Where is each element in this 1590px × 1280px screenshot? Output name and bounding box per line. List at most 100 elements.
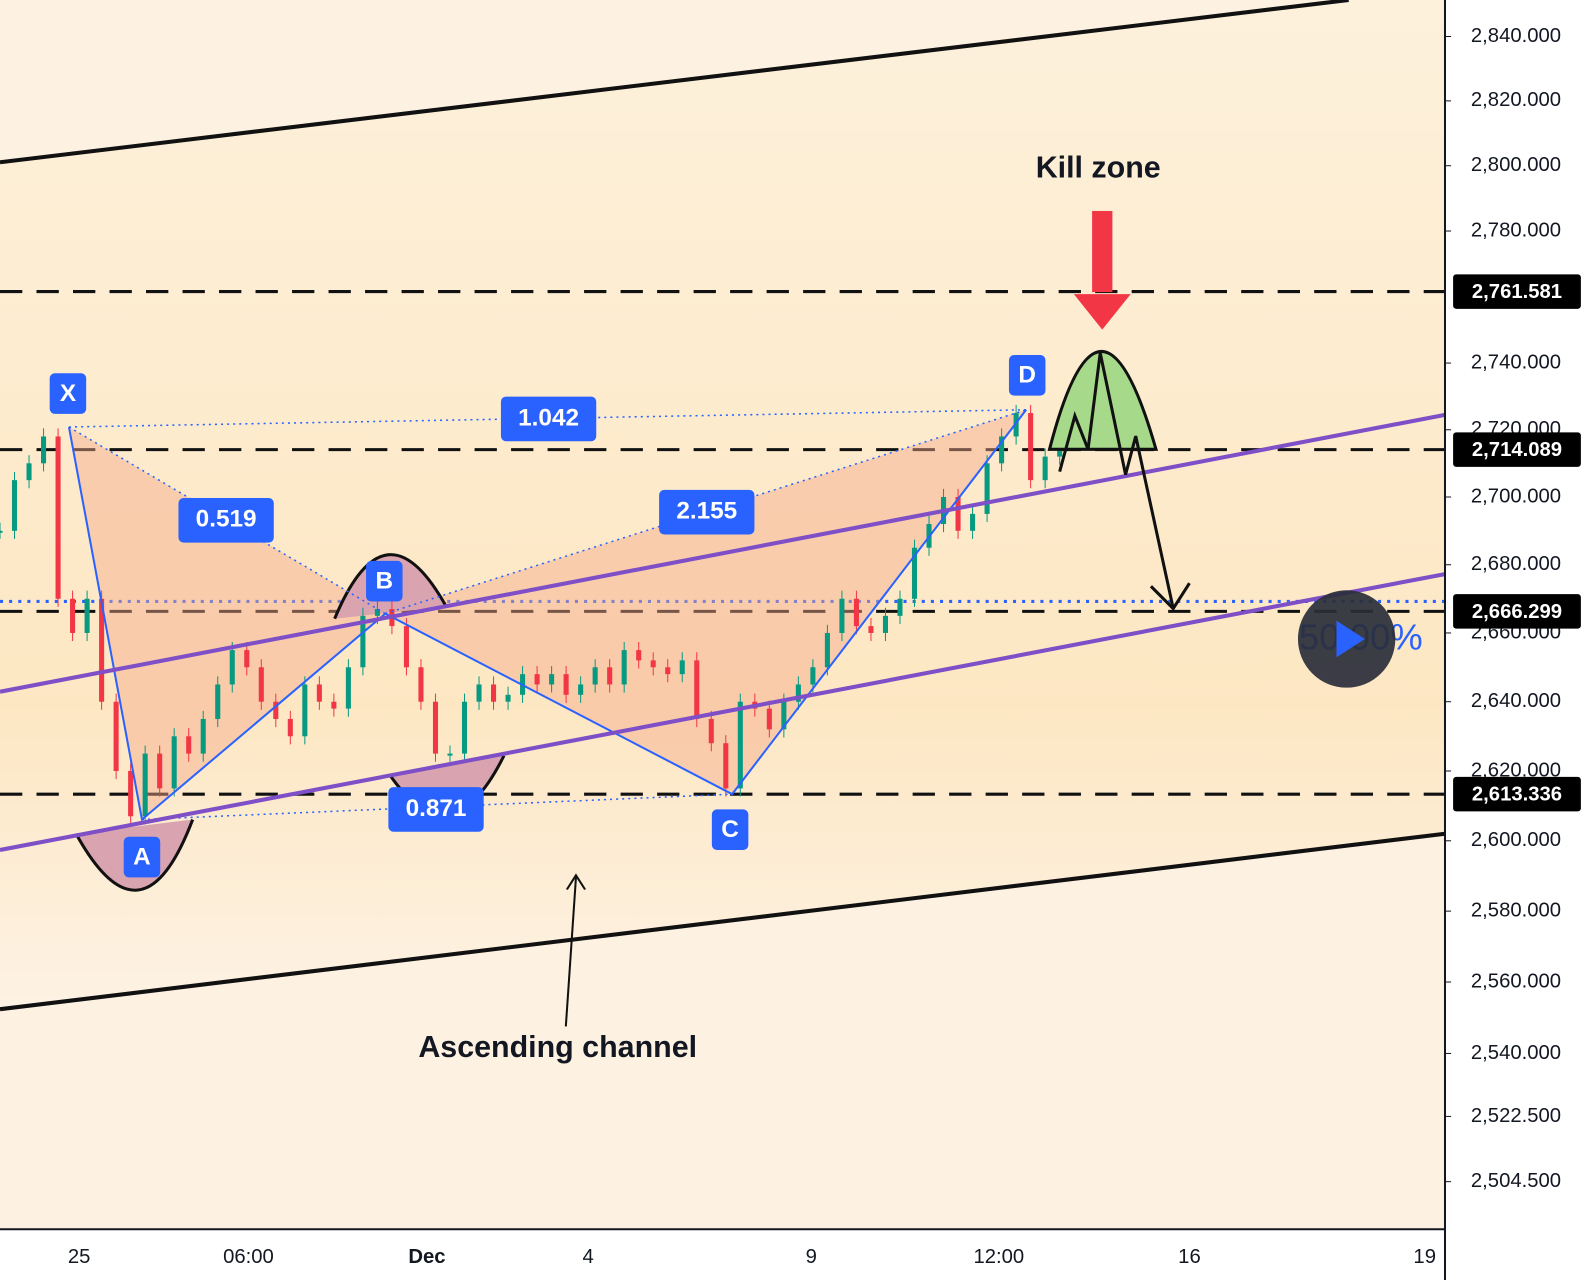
candle xyxy=(897,598,903,616)
level-box xyxy=(1453,594,1581,629)
price-tick-label: 2,680.000 xyxy=(1471,553,1561,575)
time-tick-label: 19 xyxy=(1413,1246,1436,1268)
price-tick-label: 2,640.000 xyxy=(1471,690,1561,712)
price-tick-label: 2,540.000 xyxy=(1471,1042,1561,1064)
price-tick-label: 2,600.000 xyxy=(1471,829,1561,851)
candle xyxy=(824,632,830,668)
candle xyxy=(665,667,671,675)
point-label: B xyxy=(376,568,394,595)
candle xyxy=(476,684,482,702)
candle xyxy=(694,660,700,719)
price-tick-label: 2,780.000 xyxy=(1471,219,1561,241)
candle xyxy=(113,701,119,771)
projection xyxy=(1058,352,1175,609)
price-axis-bg xyxy=(1444,0,1590,1280)
candle xyxy=(999,436,1005,464)
candle xyxy=(26,463,32,481)
candle xyxy=(374,609,380,616)
candle xyxy=(432,701,439,754)
candle xyxy=(955,496,961,531)
price-tick-label: 2,820.000 xyxy=(1471,89,1561,111)
candle xyxy=(447,753,453,756)
point-labels: X A B C D xyxy=(49,354,1046,878)
candle xyxy=(650,660,656,668)
candle xyxy=(229,650,235,685)
candle xyxy=(708,718,714,744)
pattern-xab xyxy=(68,427,386,820)
level-label: 2,714.089 xyxy=(1472,439,1562,461)
channel-bottom xyxy=(0,831,1446,1012)
arrow-shaft xyxy=(1092,210,1113,293)
candle xyxy=(549,674,555,685)
candle xyxy=(157,753,163,789)
channel-label: Ascending channel xyxy=(418,1030,697,1064)
play-icon xyxy=(1336,620,1365,658)
time-tick-label: 16 xyxy=(1178,1246,1201,1268)
candle xyxy=(810,667,816,685)
price-tick-label: 2,740.000 xyxy=(1471,351,1561,373)
candle xyxy=(200,718,206,754)
candle xyxy=(403,626,409,668)
kill-zone-label: Kill zone xyxy=(1036,150,1161,184)
price-tick-label: 2,840.000 xyxy=(1471,25,1561,47)
candle xyxy=(1028,413,1034,481)
price-tick-label: 2,504.500 xyxy=(1471,1170,1561,1192)
candle xyxy=(244,650,250,668)
candle xyxy=(11,480,18,531)
candle xyxy=(142,753,148,817)
candle xyxy=(534,674,540,685)
kill-zone-dome xyxy=(1047,349,1159,451)
price-tick-label: 2,522.500 xyxy=(1471,1105,1561,1127)
point-label: C xyxy=(721,816,739,843)
point-label: X xyxy=(60,380,77,407)
ratio-labels: 1.042 0.519 2.155 0.871 xyxy=(178,396,755,832)
candle xyxy=(679,660,685,675)
candle xyxy=(781,701,787,730)
candle xyxy=(839,598,845,633)
time-tick-label: 12:00 xyxy=(973,1246,1024,1268)
price-tick-label: 2,620.000 xyxy=(1471,759,1561,781)
candle xyxy=(766,708,772,730)
candle xyxy=(984,463,990,514)
candle xyxy=(287,718,293,737)
candle xyxy=(215,684,221,719)
price-tick-label: 2,580.000 xyxy=(1471,899,1561,921)
candle xyxy=(491,684,497,702)
candle xyxy=(99,598,105,702)
candle xyxy=(636,650,642,661)
candle xyxy=(331,701,337,709)
candle xyxy=(723,743,729,789)
level-label: 2,761.581 xyxy=(1472,281,1562,303)
candle xyxy=(273,701,279,719)
candle xyxy=(621,650,627,685)
time-tick-label: 9 xyxy=(806,1246,817,1268)
channel-pointer-head xyxy=(565,873,586,891)
candle xyxy=(84,598,90,633)
candle xyxy=(853,598,859,627)
ratio-label: 1.042 xyxy=(518,404,579,431)
point-label: A xyxy=(133,843,151,870)
pattern-bcd xyxy=(385,409,1027,795)
candle xyxy=(41,436,47,464)
candle xyxy=(171,736,177,789)
trend-lower xyxy=(0,572,1446,852)
projection-arrowhead xyxy=(1149,582,1191,611)
candle xyxy=(737,701,743,789)
time-axis-bg xyxy=(0,1229,1445,1280)
candle xyxy=(911,547,918,599)
candle xyxy=(882,615,889,633)
candle xyxy=(345,667,351,709)
candle xyxy=(970,513,976,531)
candle xyxy=(186,736,192,754)
price-tick-label: 2,800.000 xyxy=(1471,154,1561,176)
level-box xyxy=(1453,274,1581,309)
candle xyxy=(868,626,874,633)
ratio-label: 0.871 xyxy=(406,795,467,822)
candle xyxy=(592,667,598,685)
time-tick-label: 25 xyxy=(68,1246,91,1268)
level-box xyxy=(1453,776,1581,812)
trend-upper xyxy=(0,412,1446,694)
level-label: 2,666.299 xyxy=(1472,601,1562,623)
